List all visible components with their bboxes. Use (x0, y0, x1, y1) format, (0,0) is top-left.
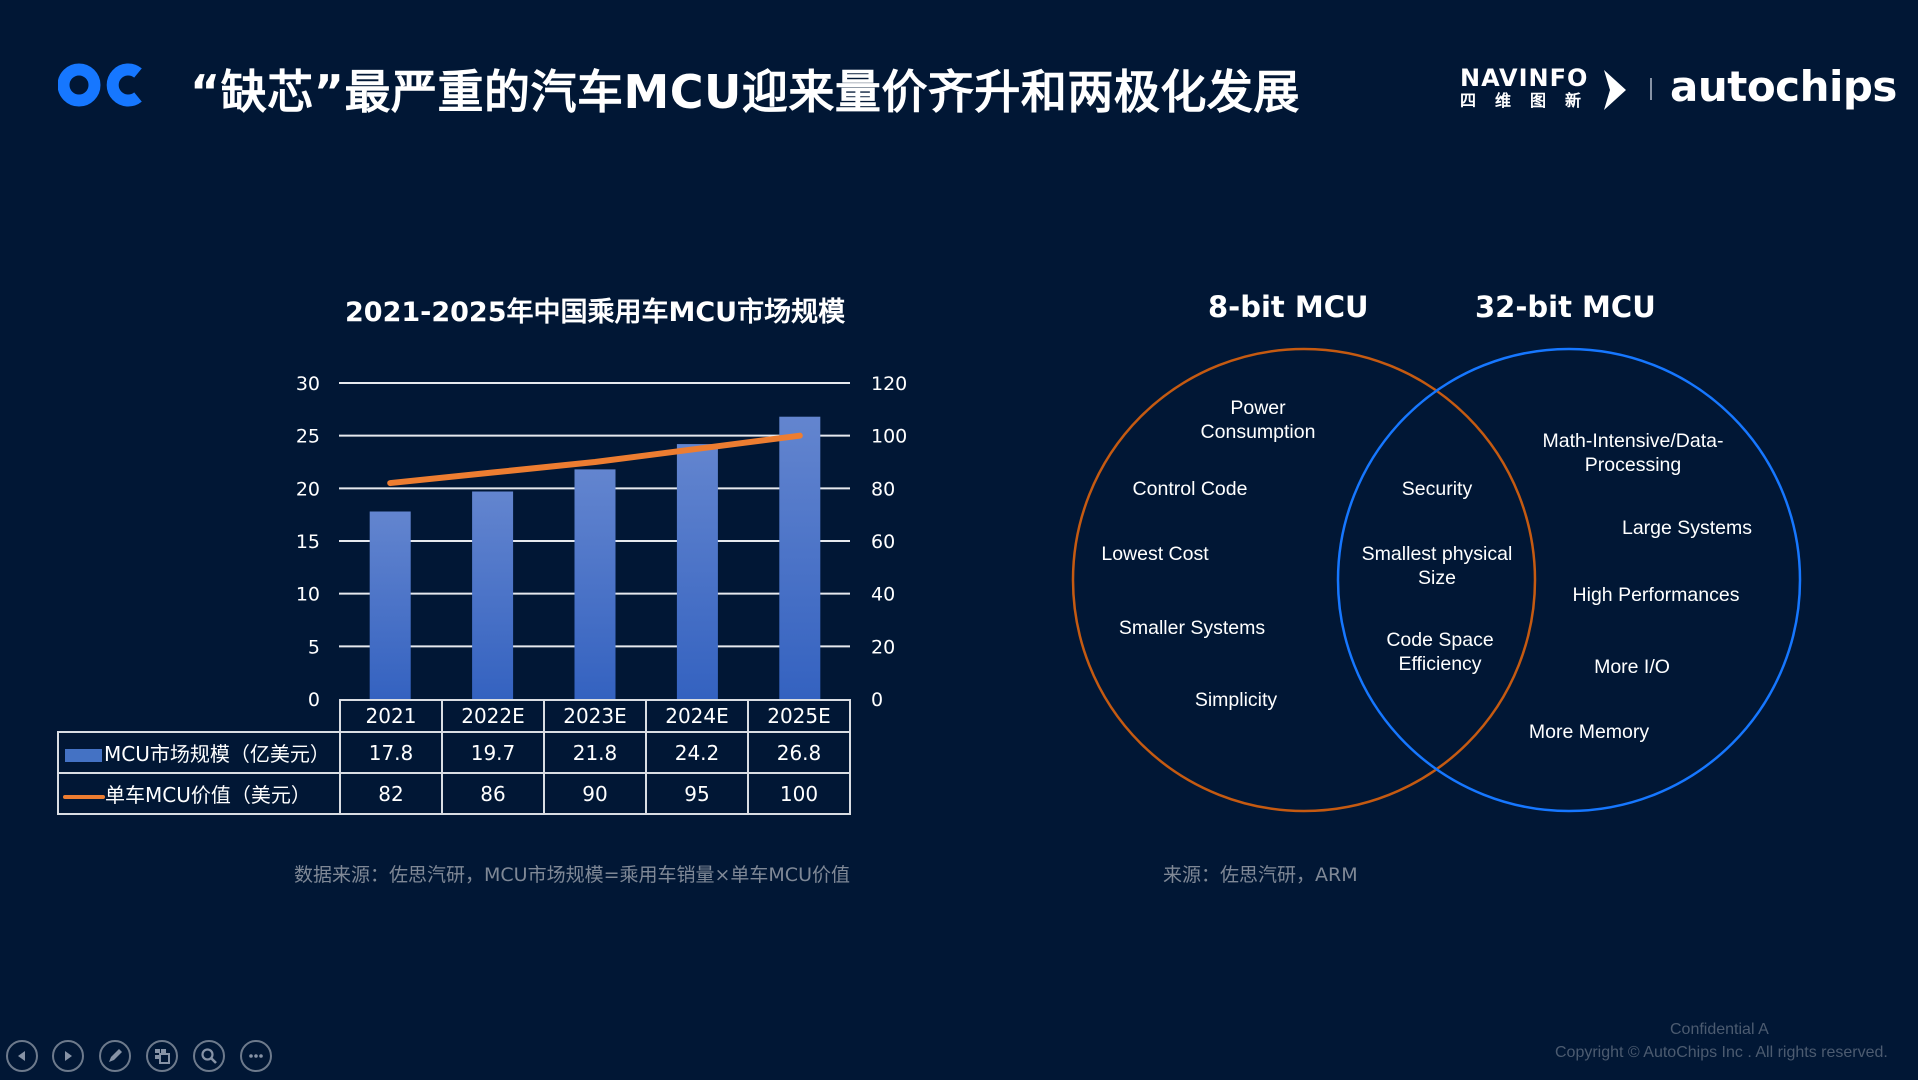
row-label: 单车MCU价值（美元） (105, 783, 311, 807)
bar-2025E (779, 416, 821, 699)
pen-tool-button[interactable] (99, 1040, 131, 1072)
bar-legend-swatch-icon (65, 749, 102, 762)
pen-icon (109, 1049, 122, 1062)
table-cell: 17.8 (339, 731, 443, 774)
venn-title-8bit: 8-bit MCU (1208, 290, 1369, 324)
venn-circle-32bit (1336, 347, 1802, 813)
table-cell: 90 (543, 772, 647, 815)
venn-item-right: Large Systems (1621, 517, 1753, 539)
left-axis-tick: 5 (308, 636, 320, 658)
triangle-right-icon (65, 1051, 72, 1061)
chart-bars (369, 416, 821, 699)
line-series-per-car-mcu-value (387, 432, 803, 487)
chart-title: 2021-2025年中国乘用车MCU市场规模 (345, 297, 846, 328)
venn-item-left: Smaller Systems (1118, 617, 1266, 639)
zoom-button[interactable] (193, 1040, 225, 1072)
next-slide-button[interactable] (52, 1040, 84, 1072)
right-axis-tick: 80 (871, 478, 895, 500)
right-axis-tick: 100 (871, 426, 907, 448)
venn-item-left: Control Code (1132, 478, 1248, 500)
oc-logo-icon (58, 63, 142, 107)
legend-market-size: MCU市场规模（亿美元） (57, 731, 341, 774)
bar-2021 (369, 511, 411, 699)
autochips-logo: autochips (1670, 62, 1897, 111)
copyright-notice: Copyright © AutoChips Inc . All rights r… (1555, 1044, 1888, 1061)
table-cell: 24.2 (645, 731, 749, 774)
venn-item-right: More I/O (1594, 656, 1670, 678)
table-cell: 82 (339, 772, 443, 815)
table-cell: 86 (441, 772, 545, 815)
table-cell: 21.8 (543, 731, 647, 774)
venn-item-overlap: Code Space Efficiency (1386, 629, 1494, 675)
table-col-header: 2021 (339, 699, 443, 733)
line-legend-swatch-icon (63, 794, 105, 799)
left-axis-tick: 25 (296, 426, 320, 448)
table-cell: 19.7 (441, 731, 545, 774)
table-col-header: 2024E (645, 699, 749, 733)
ellipsis-icon (249, 1054, 263, 1058)
chart-source-note: 数据来源：佐思汽研，MCU市场规模=乘用车销量×单车MCU价值 (294, 864, 850, 886)
right-axis-tick: 120 (871, 373, 907, 395)
venn-item-right: Math-Intensive/Data- Processing (1542, 430, 1724, 476)
slides-grid-icon (155, 1049, 170, 1064)
more-options-button[interactable] (240, 1040, 272, 1072)
venn-circle-8bit (1071, 347, 1537, 813)
previous-slide-button[interactable] (6, 1040, 38, 1072)
venn-item-left: Simplicity (1194, 689, 1278, 711)
table-col-header: 2025E (747, 699, 851, 733)
table-header-row: 2021 2022E 2023E 2024E 2025E (58, 699, 851, 733)
venn-title-32bit: 32-bit MCU (1475, 290, 1656, 324)
venn-item-overlap: Security (1401, 478, 1473, 500)
right-y-axis: 0 20 40 60 80 100 120 (871, 373, 907, 711)
bar-2024E (676, 444, 718, 699)
magnifier-icon (201, 1048, 217, 1064)
chart-gridlines (339, 382, 850, 648)
table-row: MCU市场规模（亿美元） 17.8 19.7 21.8 24.2 26.8 (57, 731, 851, 774)
triangle-left-icon (18, 1051, 25, 1061)
table-cell: 26.8 (747, 731, 851, 774)
table-corner (58, 700, 340, 733)
logo-divider (1650, 78, 1652, 100)
left-axis-tick: 10 (296, 584, 320, 606)
navinfo-logo-cn: 四维图新 (1460, 91, 1601, 110)
navinfo-logo: NAVINFO 四维图新 (1460, 66, 1600, 110)
venn-item-overlap: Smallest physical Size (1361, 543, 1513, 589)
right-axis-tick: 20 (871, 636, 895, 658)
table-col-header: 2023E (543, 699, 647, 733)
bar-2023E (574, 469, 616, 699)
right-axis-tick: 40 (871, 584, 895, 606)
left-axis-tick: 15 (296, 531, 320, 553)
table-cell: 95 (645, 772, 749, 815)
table-cell: 100 (747, 772, 851, 815)
table-row: 单车MCU价值（美元） 82 86 90 95 100 (57, 772, 851, 815)
venn-source-note: 来源：佐思汽研，ARM (1163, 864, 1358, 886)
venn-item-left: Power Consumption (1200, 397, 1316, 443)
row-label: MCU市场规模（亿美元） (104, 742, 330, 766)
venn-item-right: More Memory (1528, 721, 1650, 743)
right-axis-tick: 0 (871, 689, 883, 711)
right-axis-tick: 60 (871, 531, 895, 553)
confidentiality-label: Confidential A (1670, 1021, 1769, 1038)
bar-2022E (472, 491, 514, 699)
left-axis-tick: 20 (296, 478, 320, 500)
table-col-header: 2022E (441, 699, 545, 733)
legend-per-car-value: 单车MCU价值（美元） (57, 772, 341, 815)
slide-title: “缺芯”最严重的汽车MCU迎来量价齐升和两极化发展 (190, 65, 1300, 119)
venn-item-left: Lowest Cost (1101, 543, 1209, 565)
slide-sorter-button[interactable] (146, 1040, 178, 1072)
venn-item-right: High Performances (1572, 584, 1740, 606)
chart-data-table: 2021 2022E 2023E 2024E 2025E MCU市场规模（亿美元… (57, 699, 851, 815)
navinfo-logo-text: NAVINFO (1460, 64, 1589, 92)
navinfo-chevron-icon (1604, 70, 1626, 110)
left-axis-tick: 30 (296, 373, 320, 395)
